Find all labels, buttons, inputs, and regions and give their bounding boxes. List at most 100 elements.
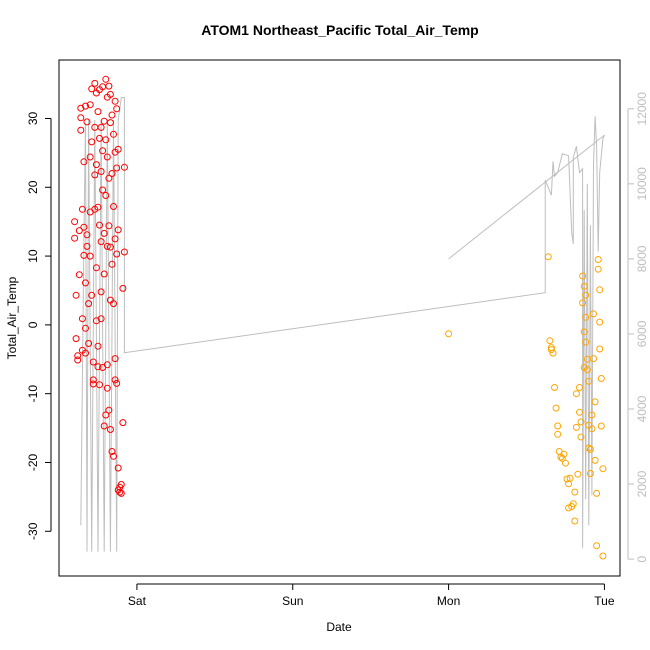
data-point-series-2 (590, 310, 597, 318)
data-point-series-1 (100, 117, 108, 125)
data-point-series-1 (100, 422, 108, 430)
series-line-2 (448, 134, 605, 260)
y-tick-label: -30 (26, 522, 40, 540)
data-point-series-1 (94, 342, 102, 350)
data-point-series-1 (113, 164, 121, 172)
data-point-series-2 (594, 256, 602, 263)
data-point-series-2 (563, 475, 571, 483)
data-point-series-2 (588, 411, 596, 419)
x-tick-label: Sat (128, 594, 147, 608)
data-point-series-2 (572, 390, 580, 398)
data-point-series-1 (105, 406, 113, 414)
data-point-series-1 (86, 101, 94, 109)
data-point-series-1 (72, 291, 80, 299)
data-point-series-1 (114, 145, 122, 153)
data-point-series-1 (77, 126, 85, 134)
data-point-series-2 (599, 465, 607, 473)
data-point-series-1 (80, 158, 88, 166)
data-point-series-1 (71, 218, 79, 226)
y2-tick-label: 8000 (635, 245, 649, 272)
data-point-series-1 (113, 105, 121, 113)
data-point-series-1 (110, 130, 117, 138)
data-point-series-1 (97, 123, 105, 131)
x-tick-label: Tue (594, 594, 615, 608)
data-point-series-2 (591, 456, 599, 464)
data-point-series-1 (78, 205, 86, 213)
chart-title: ATOM1 Northeast_Pacific Total_Air_Temp (201, 22, 478, 38)
data-point-series-1 (99, 186, 107, 194)
data-point-series-2 (576, 384, 583, 391)
data-point-series-1 (102, 136, 110, 144)
data-point-series-1 (110, 452, 117, 460)
y-tick-label: 30 (26, 111, 40, 125)
data-point-series-1 (91, 171, 99, 179)
data-point-series-2 (544, 253, 552, 261)
data-point-series-2 (547, 346, 555, 354)
data-point-series-2 (582, 313, 590, 321)
data-point-series-1 (92, 264, 100, 272)
data-point-series-1 (111, 235, 119, 243)
y-tick-label: 20 (26, 180, 40, 194)
data-point-series-1 (88, 85, 96, 93)
data-point-series-2 (586, 470, 594, 477)
data-point-series-1 (88, 291, 96, 299)
data-point-series-1 (83, 118, 91, 126)
data-point-series-1 (110, 300, 117, 308)
x-tick-label: Sun (282, 594, 303, 608)
data-point-series-2 (560, 450, 568, 458)
data-point-series-1 (117, 489, 125, 497)
data-point-series-2 (582, 291, 590, 299)
data-point-series-1 (91, 79, 99, 87)
plot-area (71, 75, 607, 560)
data-point-series-1 (119, 419, 127, 427)
data-point-series-2 (562, 459, 569, 467)
data-point-series-2 (569, 500, 577, 508)
data-point-series-1 (94, 363, 102, 371)
data-point-series-1 (89, 376, 97, 384)
data-point-series-2 (596, 345, 604, 353)
data-point-series-1 (102, 411, 110, 419)
data-point-series-1 (75, 271, 83, 279)
data-point-series-2 (585, 444, 593, 452)
y2-tick-label: 12000 (635, 92, 649, 126)
data-point-series-2 (596, 318, 604, 326)
data-point-series-2 (566, 474, 574, 482)
data-point-series-1 (105, 82, 113, 90)
data-point-series-1 (97, 238, 105, 246)
data-point-series-2 (583, 366, 591, 374)
data-point-series-2 (594, 265, 602, 273)
data-point-series-2 (546, 337, 554, 345)
data-point-series-1 (97, 288, 105, 296)
data-point-series-2 (579, 272, 587, 280)
data-point-series-2 (586, 445, 594, 453)
data-point-series-1 (82, 279, 89, 287)
data-point-series-1 (86, 252, 94, 260)
data-point-series-2 (554, 430, 562, 438)
data-point-series-1 (120, 163, 128, 171)
data-point-series-2 (580, 282, 588, 290)
data-point-series-1 (80, 223, 88, 231)
data-point-series-2 (571, 488, 579, 496)
axes: Sat Sun Mon Tue -30 -20 -10 0 10 20 30 0 2000 4000 600… (26, 92, 649, 608)
data-point-series-2 (579, 299, 587, 307)
data-point-series-1 (85, 300, 93, 308)
data-point-series-2 (445, 330, 453, 338)
data-point-series-2 (577, 433, 585, 441)
data-point-series-1 (110, 203, 117, 210)
data-point-series-1 (82, 102, 89, 110)
data-point-series-2 (571, 517, 579, 525)
data-point-series-1 (83, 231, 91, 239)
data-point-series-2 (588, 425, 596, 433)
y2-tick-label: 0 (635, 555, 649, 562)
y2-tick-label: 6000 (635, 320, 649, 347)
data-point-series-1 (106, 243, 114, 251)
data-point-series-1 (96, 381, 103, 389)
data-point-series-1 (83, 242, 91, 250)
data-point-series-2 (574, 470, 582, 478)
data-point-series-2 (552, 404, 560, 412)
data-point-series-1 (77, 114, 85, 122)
data-point-series-1 (75, 227, 83, 235)
y-tick-label: 10 (26, 249, 40, 263)
data-point-series-1 (113, 250, 121, 258)
